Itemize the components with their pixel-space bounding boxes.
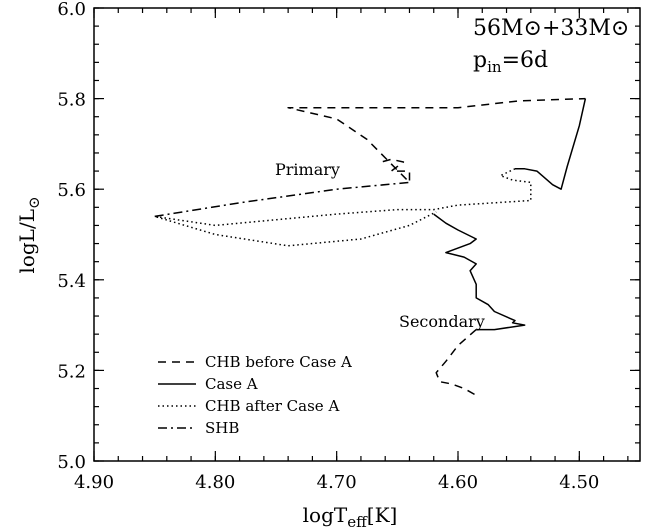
x-axis-label: logTeff[K] xyxy=(303,503,398,531)
period-label: p xyxy=(473,48,487,73)
legend: CHB before Case A Case A CHB after Case A S… xyxy=(158,353,352,437)
plot-frame xyxy=(93,7,641,462)
series-line-5 xyxy=(435,329,477,396)
legend-label: CHB after Case A xyxy=(205,397,339,415)
series-line-2 xyxy=(153,168,532,247)
y-tick-label: 5.4 xyxy=(57,271,86,292)
period-value: =6d xyxy=(502,48,549,73)
legend-label: Case A xyxy=(205,375,258,393)
series-group xyxy=(153,97,587,396)
period-subscript: in xyxy=(487,58,502,76)
y-tick-label: 5.6 xyxy=(57,180,86,201)
x-tick-label: 4.60 xyxy=(438,472,478,493)
x-label-tail: [K] xyxy=(367,503,398,527)
y-label-sun: ⊙ xyxy=(25,196,43,209)
y-tick-label: 6.0 xyxy=(57,0,86,20)
y-label-main: logL/L xyxy=(15,209,39,274)
legend-label: CHB before Case A xyxy=(205,353,352,371)
y-tick-label: 5.0 xyxy=(57,452,86,473)
y-tick-label: 5.2 xyxy=(57,361,86,382)
series-line-0 xyxy=(287,97,586,184)
series-line-4 xyxy=(433,213,526,331)
axis-ticks: 4.90 4.80 4.70 4.60 4.50 5.0 5.2 5.4 5.6 5.8 6.0 xyxy=(57,0,640,493)
x-tick-label: 4.90 xyxy=(74,472,114,493)
y-axis-label: logL/L⊙ xyxy=(15,196,43,273)
period-annotation: pin=6d xyxy=(473,48,548,76)
x-tick-label: 4.70 xyxy=(317,472,357,493)
primary-label: Primary xyxy=(275,160,340,179)
x-tick-label: 4.80 xyxy=(195,472,235,493)
x-label-sub: eff xyxy=(347,513,368,531)
series-line-1 xyxy=(515,98,587,190)
y-tick-label: 5.8 xyxy=(57,90,86,111)
legend-label: SHB xyxy=(205,419,239,437)
x-label-main: logT xyxy=(303,503,348,527)
secondary-label: Secondary xyxy=(399,312,485,331)
mass-annotation: 56M⊙+33M⊙ xyxy=(473,16,629,41)
series-line-3 xyxy=(154,181,410,218)
x-tick-label: 4.50 xyxy=(559,472,599,493)
